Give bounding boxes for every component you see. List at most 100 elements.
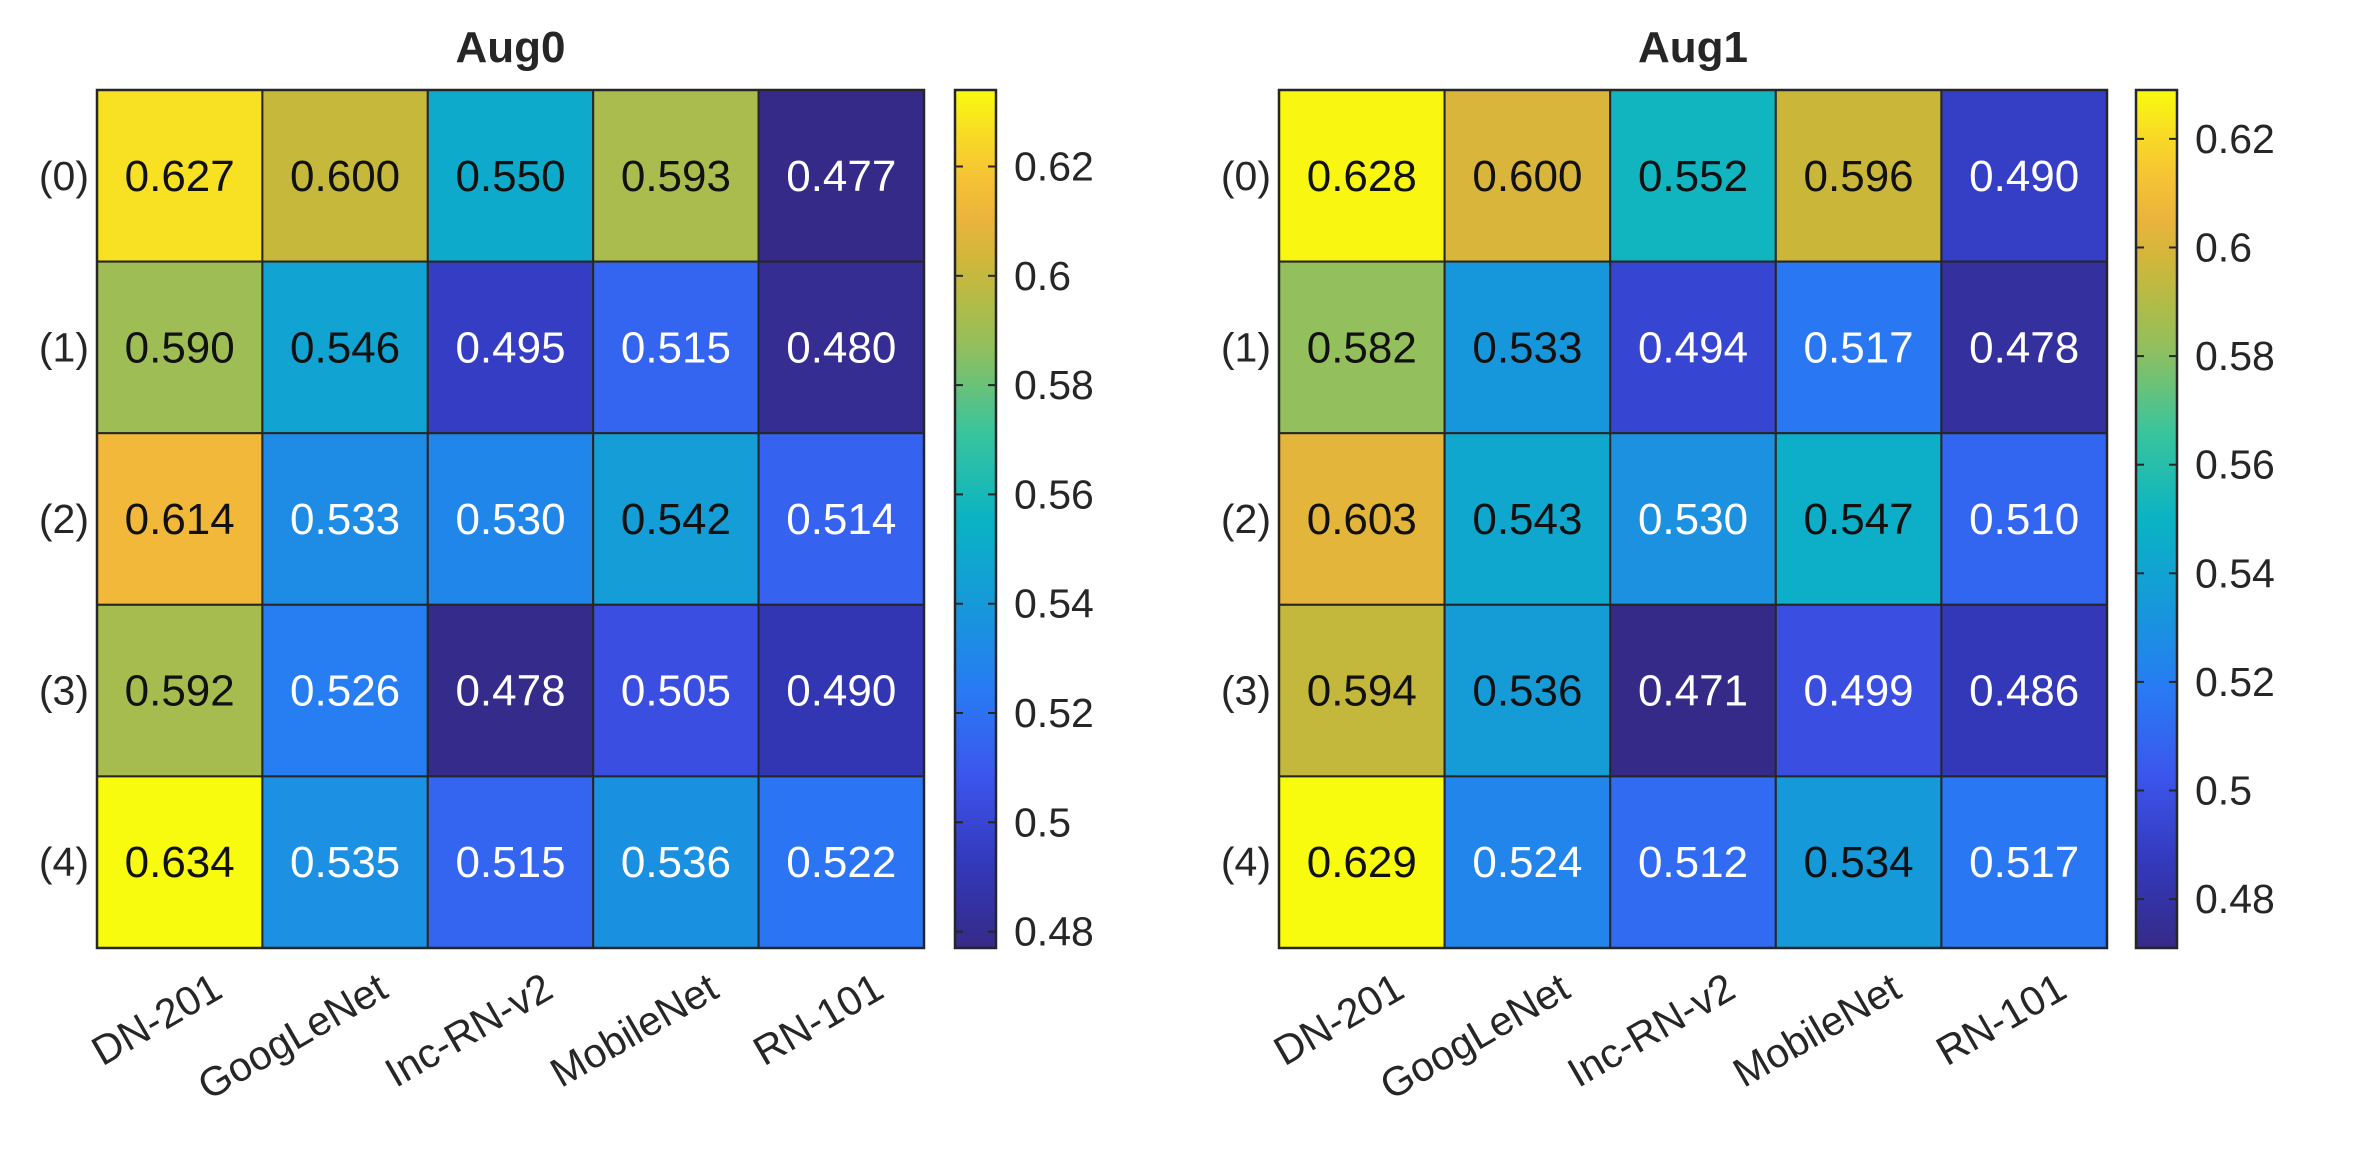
heatmap-cell bbox=[592, 89, 760, 263]
cell-value-label: 0.628 bbox=[1307, 152, 1417, 201]
cell-value-label: 0.494 bbox=[1638, 323, 1748, 372]
heatmap-cell bbox=[1443, 432, 1612, 606]
row-tick-label: (0) bbox=[1221, 153, 1271, 199]
cell-value-label: 0.590 bbox=[125, 323, 235, 372]
colorbar-tick-label: 0.48 bbox=[1014, 909, 1094, 955]
colorbar bbox=[2134, 88, 2179, 950]
cell-value-label: 0.533 bbox=[290, 495, 400, 544]
cell-value-label: 0.596 bbox=[1804, 152, 1914, 201]
heatmap-cell bbox=[757, 89, 925, 263]
colorbar-tick-label: 0.48 bbox=[2195, 876, 2275, 922]
cell-value-label: 0.535 bbox=[290, 838, 400, 887]
heatmap-cell bbox=[1940, 775, 2109, 950]
heatmap-cell bbox=[1278, 260, 1446, 435]
colorbar-tick-label: 0.6 bbox=[2195, 224, 2252, 270]
heatmap-cell bbox=[261, 775, 429, 950]
heatmap-cell bbox=[1443, 603, 1612, 778]
heatmap-cell bbox=[1774, 603, 1943, 778]
cell-value-label: 0.543 bbox=[1472, 495, 1582, 544]
cell-value-label: 0.524 bbox=[1472, 838, 1582, 887]
colorbar-tick-label: 0.58 bbox=[2195, 333, 2275, 379]
heatmap-cell bbox=[1278, 775, 1446, 950]
heatmap-cell bbox=[1774, 432, 1943, 606]
cell-value-label: 0.480 bbox=[786, 323, 896, 372]
colorbar-tick-label: 0.54 bbox=[2195, 550, 2275, 596]
cell-value-label: 0.517 bbox=[1804, 323, 1914, 372]
heatmap-panel-0: Aug0 0.627 0.600 0.550 0.593 0.477 0.590 0.546 0… bbox=[39, 23, 1094, 1109]
heatmap-cell bbox=[426, 775, 595, 950]
colorbar bbox=[953, 88, 998, 950]
cell-value-label: 0.499 bbox=[1804, 667, 1914, 716]
heatmap-cell bbox=[426, 603, 595, 778]
cell-value-label: 0.536 bbox=[621, 838, 731, 887]
column-tick-label: RN-101 bbox=[745, 964, 890, 1074]
cell-value-label: 0.514 bbox=[786, 495, 896, 544]
cell-value-label: 0.490 bbox=[786, 667, 896, 716]
cell-value-label: 0.634 bbox=[125, 838, 235, 887]
colorbar-tick-label: 0.52 bbox=[1014, 690, 1094, 736]
colorbar-tick-label: 0.56 bbox=[1014, 471, 1094, 517]
heatmap-cell bbox=[261, 603, 429, 778]
heatmap-cell bbox=[757, 603, 925, 778]
cell-value-label: 0.542 bbox=[621, 495, 731, 544]
cell-value-label: 0.478 bbox=[1969, 323, 2079, 372]
row-tick-label: (0) bbox=[39, 153, 89, 199]
row-tick-label: (3) bbox=[39, 668, 89, 714]
colorbar-tick-label: 0.54 bbox=[1014, 581, 1094, 627]
cell-value-label: 0.536 bbox=[1472, 667, 1582, 716]
colorbar-tick-label: 0.5 bbox=[1014, 799, 1071, 845]
heatmap-cell bbox=[592, 432, 760, 606]
heatmap-cell bbox=[1940, 260, 2109, 435]
cell-value-label: 0.471 bbox=[1638, 667, 1748, 716]
cell-value-label: 0.582 bbox=[1307, 323, 1417, 372]
column-tick-label: GoogLeNet bbox=[190, 964, 395, 1109]
heatmap-cell bbox=[261, 432, 429, 606]
column-tick-label: Inc-RN-v2 bbox=[1560, 964, 1743, 1096]
cell-value-label: 0.552 bbox=[1638, 152, 1748, 201]
cell-value-label: 0.526 bbox=[290, 667, 400, 716]
cell-value-label: 0.627 bbox=[125, 152, 235, 201]
heatmap-cell bbox=[757, 775, 925, 950]
heatmap-border bbox=[95, 88, 926, 950]
row-tick-label: (4) bbox=[1221, 839, 1271, 885]
cell-value-label: 0.512 bbox=[1638, 838, 1748, 887]
colorbar-tick-label: 0.62 bbox=[1014, 144, 1094, 190]
column-tick-label: Inc-RN-v2 bbox=[377, 964, 560, 1096]
cell-value-label: 0.614 bbox=[125, 495, 235, 544]
heatmap-border bbox=[1277, 88, 2109, 950]
heatmap-cell bbox=[1609, 775, 1777, 950]
chart-title: Aug1 bbox=[1638, 23, 1748, 72]
heatmap-cell bbox=[1609, 432, 1777, 606]
cell-value-label: 0.522 bbox=[786, 838, 896, 887]
cell-value-label: 0.490 bbox=[1969, 152, 2079, 201]
heatmap-cell bbox=[96, 89, 264, 263]
cell-value-label: 0.478 bbox=[455, 667, 565, 716]
cell-value-label: 0.515 bbox=[621, 323, 731, 372]
row-tick-label: (2) bbox=[1221, 496, 1271, 542]
cell-value-label: 0.510 bbox=[1969, 495, 2079, 544]
heatmap-cell bbox=[1443, 89, 1612, 263]
heatmap-cell bbox=[1443, 775, 1612, 950]
column-tick-label: GoogLeNet bbox=[1372, 964, 1577, 1109]
heatmap-cell bbox=[1940, 432, 2109, 606]
colorbar-tick-label: 0.62 bbox=[2195, 116, 2275, 162]
row-tick-label: (3) bbox=[1221, 668, 1271, 714]
row-tick-label: (1) bbox=[39, 324, 89, 370]
cell-value-label: 0.515 bbox=[455, 838, 565, 887]
cell-value-label: 0.530 bbox=[1638, 495, 1748, 544]
cell-value-label: 0.600 bbox=[290, 152, 400, 201]
heatmap-cell bbox=[1443, 260, 1612, 435]
colorbar-tick-label: 0.5 bbox=[2195, 768, 2252, 814]
cell-value-label: 0.592 bbox=[125, 667, 235, 716]
cell-value-label: 0.600 bbox=[1472, 152, 1582, 201]
cell-value-label: 0.486 bbox=[1969, 667, 2079, 716]
row-tick-label: (1) bbox=[1221, 324, 1271, 370]
heatmap-cell bbox=[1940, 603, 2109, 778]
cell-value-label: 0.505 bbox=[621, 667, 731, 716]
column-tick-label: MobileNet bbox=[1725, 964, 1908, 1096]
heatmap-cell bbox=[1774, 260, 1943, 435]
heatmap-cell bbox=[592, 603, 760, 778]
chart-title: Aug0 bbox=[456, 23, 566, 72]
heatmap-cell bbox=[757, 260, 925, 435]
